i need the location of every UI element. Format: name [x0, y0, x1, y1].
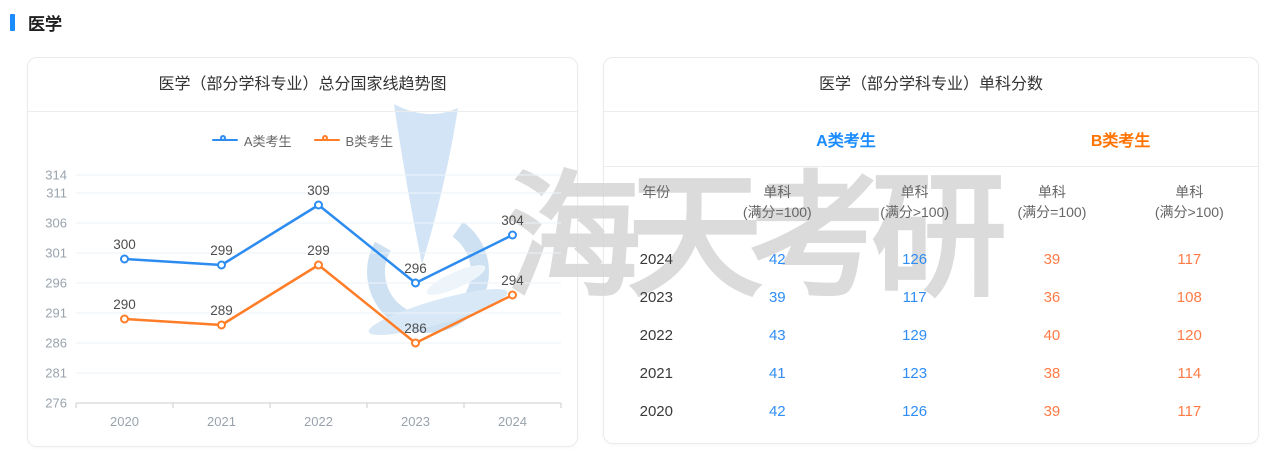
svg-text:2020: 2020 — [110, 414, 139, 429]
svg-text:299: 299 — [307, 243, 330, 258]
legend-item-a[interactable]: A类考生 — [211, 131, 292, 150]
svg-text:276: 276 — [45, 396, 67, 411]
chart-legend: A类考生 B类考生 — [28, 130, 577, 150]
svg-text:2021: 2021 — [207, 414, 236, 429]
svg-text:301: 301 — [45, 246, 67, 261]
year-cell: 2021 — [639, 365, 673, 383]
svg-text:304: 304 — [501, 213, 524, 228]
svg-text:281: 281 — [45, 366, 67, 381]
score-cell: 36 — [1043, 289, 1061, 307]
score-cell: 108 — [1176, 289, 1202, 307]
svg-text:291: 291 — [45, 306, 67, 321]
year-cell: 2020 — [639, 403, 673, 421]
score-table-title: 医学（部分学科专业）单科分数 — [604, 58, 1258, 112]
score-cell: 123 — [902, 365, 928, 383]
group-header-b: B类考生 — [983, 112, 1258, 167]
legend-marker-b-icon — [313, 134, 340, 146]
section-header: 医学 — [10, 10, 62, 35]
score-table: A类考生 B类考生 年份 单科 (满分=100) 单科 (满分>100) 单科 … — [604, 112, 1258, 431]
svg-text:299: 299 — [210, 243, 233, 258]
svg-text:2022: 2022 — [304, 414, 333, 429]
score-row-2023: 2023 39 117 36 108 — [604, 279, 1258, 317]
column-header-a-gt100: 单科 (满分>100) — [880, 183, 950, 220]
score-cell: 114 — [1177, 365, 1202, 383]
score-cell: 129 — [902, 327, 928, 345]
group-header-a: A类考生 — [708, 112, 984, 167]
column-header-a-100: 单科 (满分=100) — [742, 183, 812, 220]
svg-text:314: 314 — [45, 168, 67, 183]
score-row-2022: 2022 43 129 40 120 — [604, 317, 1258, 355]
score-cell: 42 — [768, 251, 786, 269]
legend-item-b[interactable]: B类考生 — [313, 131, 394, 150]
legend-label-a: A类考生 — [243, 133, 292, 149]
legend-label-b: B类考生 — [345, 133, 394, 149]
score-row-2020: 2020 42 126 39 117 — [604, 393, 1258, 431]
score-cell: 117 — [1177, 403, 1202, 421]
year-cell: 2022 — [639, 327, 673, 345]
score-row-2021: 2021 41 123 38 114 — [604, 355, 1258, 393]
svg-text:311: 311 — [46, 186, 67, 201]
column-header-year: 年份 — [642, 183, 671, 200]
svg-text:296: 296 — [45, 276, 67, 291]
score-cell: 43 — [768, 327, 786, 345]
svg-text:290: 290 — [113, 297, 136, 312]
score-cell: 39 — [1043, 251, 1061, 269]
svg-text:286: 286 — [404, 321, 427, 336]
score-row-2024: 2024 42 126 39 117 — [604, 241, 1258, 279]
column-header-row: 年份 单科 (满分=100) 单科 (满分>100) 单科 (满分=100) 单… — [604, 166, 1258, 241]
svg-text:289: 289 — [210, 303, 233, 318]
score-cell: 40 — [1043, 327, 1061, 345]
svg-text:286: 286 — [45, 336, 67, 351]
score-cell: 126 — [902, 251, 928, 269]
group-header-row: A类考生 B类考生 — [604, 112, 1258, 167]
group-header-spacer — [604, 112, 709, 167]
year-cell: 2024 — [639, 251, 673, 269]
score-cell: 42 — [768, 403, 786, 421]
section-accent-bar-icon — [10, 14, 15, 31]
trend-chart-title: 医学（部分学科专业）总分国家线趋势图 — [28, 58, 577, 112]
score-cell: 41 — [768, 365, 786, 383]
score-cell: 126 — [902, 403, 928, 421]
svg-text:306: 306 — [45, 216, 67, 231]
svg-text:2023: 2023 — [401, 414, 430, 429]
column-header-b-gt100: 单科 (满分>100) — [1154, 183, 1224, 220]
svg-text:2024: 2024 — [498, 414, 527, 429]
svg-text:296: 296 — [404, 261, 427, 276]
score-cell: 117 — [1177, 251, 1202, 269]
section-title: 医学 — [28, 15, 62, 34]
score-table-card: 医学（部分学科专业）单科分数 A类考生 B类考生 年份 单科 (满分=100) … — [603, 57, 1259, 444]
score-cell: 120 — [1176, 327, 1202, 345]
trend-chart-plot-area[interactable]: 276 281 286 291 296 301 306 311 314 2020 2021 2022 2… — [28, 152, 577, 447]
score-cell: 117 — [902, 289, 927, 307]
score-cell: 38 — [1043, 365, 1061, 383]
score-cell: 39 — [768, 289, 786, 307]
legend-marker-a-icon — [211, 134, 238, 146]
svg-text:300: 300 — [113, 237, 136, 252]
column-header-b-100: 单科 (满分=100) — [1017, 183, 1087, 220]
trend-chart-card: 医学（部分学科专业）总分国家线趋势图 A类考生 B类考生 — [27, 57, 578, 447]
year-cell: 2023 — [639, 289, 673, 307]
svg-text:294: 294 — [501, 273, 524, 288]
svg-text:309: 309 — [307, 183, 330, 198]
trend-line-chart: 276 281 286 291 296 301 306 311 314 2020 2021 2022 2… — [45, 168, 562, 429]
score-cell: 39 — [1043, 403, 1061, 421]
